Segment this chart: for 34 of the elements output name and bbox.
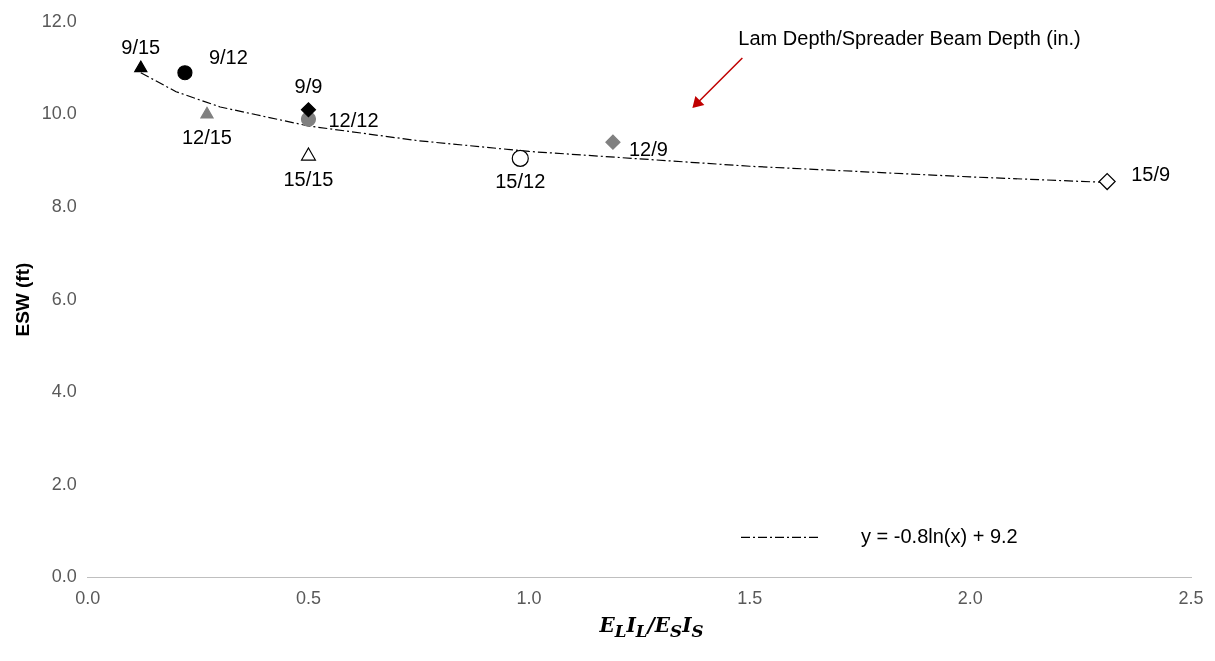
point <box>134 60 148 73</box>
series-label: 15/15 <box>283 167 334 190</box>
annotation: Lam Depth/Spreader Beam Depth (in.) <box>738 27 1081 50</box>
x-tick-label: 2.0 <box>957 588 983 609</box>
x-tick-label: 1.5 <box>737 588 763 609</box>
y-tick-label: 0.0 <box>51 566 77 587</box>
point <box>300 102 317 118</box>
x-tick-label: 2.5 <box>1178 588 1204 609</box>
series-label: 12/9 <box>628 137 668 160</box>
y-tick-label: 6.0 <box>51 288 77 309</box>
point <box>1098 172 1116 191</box>
point <box>200 106 214 119</box>
series-label: 12/15 <box>181 125 233 148</box>
series-label: 15/9 <box>1131 163 1171 186</box>
x-tick-label: 0.0 <box>75 588 101 609</box>
legend-label: y = -0.8ln(x) + 9.2 <box>861 524 1018 547</box>
y-tick-label: 8.0 <box>51 195 77 216</box>
y-tick-label: 10.0 <box>41 103 77 124</box>
point <box>300 147 316 161</box>
series-label: 15/12 <box>495 169 546 192</box>
y-tick-label: 12.0 <box>41 10 77 31</box>
y-tick-label: 2.0 <box>51 473 77 494</box>
y-tick-label: 4.0 <box>51 381 77 402</box>
series-label: 9/12 <box>208 46 248 69</box>
point <box>605 134 621 150</box>
x-tick-label: 0.5 <box>295 588 321 609</box>
point <box>177 65 193 81</box>
x-tick-label: 1.0 <box>516 588 542 609</box>
y-axis-title: ESW (ft) <box>11 262 33 337</box>
x-axis-title: E$_{L}$I$_{L}$/E$_{S}$I$_{S}$ <box>598 613 705 641</box>
point <box>511 149 529 167</box>
series-label: 9/9 <box>294 75 323 98</box>
series-label: 9/15 <box>121 35 161 58</box>
series-label: 12/12 <box>328 108 379 131</box>
